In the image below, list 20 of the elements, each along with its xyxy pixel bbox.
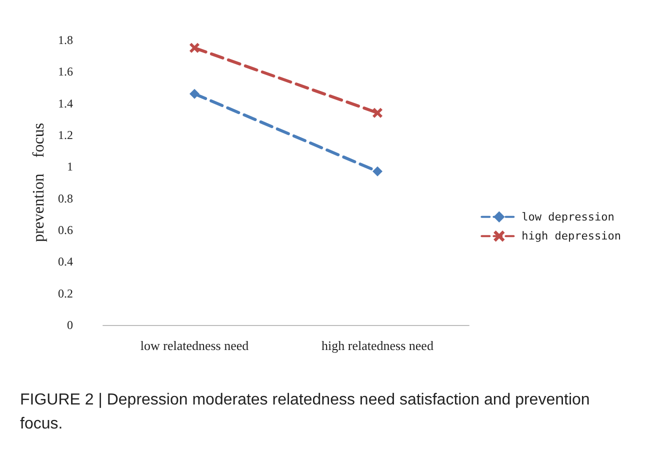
legend-label: high depression [522, 230, 622, 243]
y-tick-label: 1 [67, 160, 73, 174]
y-tick-label: 1.4 [58, 96, 73, 110]
y-tick-label: 1.6 [58, 64, 73, 79]
point [372, 108, 382, 118]
legend-label: low depression [522, 210, 614, 224]
y-tick-label: 1.2 [58, 128, 73, 142]
y-tick-label: 0.6 [58, 223, 73, 237]
point [190, 42, 200, 53]
y-tick-label: 0 [67, 318, 73, 332]
y-tick-label: 1.8 [58, 33, 73, 47]
caption: FIGURE 2 | Depression moderates relatedness need satisfaction and prevention focus. [20, 392, 594, 432]
x-tick-label: low relatedness need [140, 338, 250, 353]
y-tick-label: 0.4 [58, 254, 73, 269]
x-tick-label: high relatedness need [322, 338, 434, 353]
point [372, 166, 382, 176]
y-tick-label: 0.8 [58, 191, 73, 206]
point [190, 88, 200, 99]
y-axis-title: prevention focus [30, 122, 48, 242]
y-tick-label: 0.2 [58, 286, 73, 300]
